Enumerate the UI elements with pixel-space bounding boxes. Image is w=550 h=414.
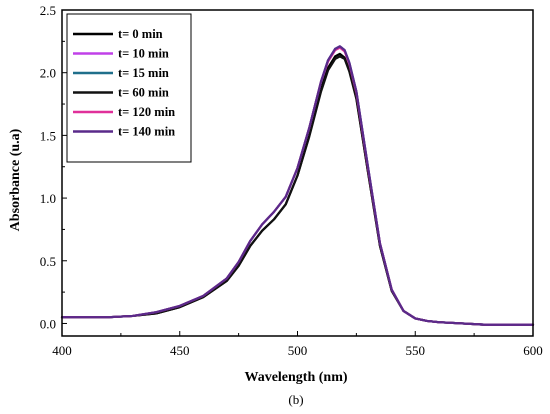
y-tick-label-0: 0.0: [40, 316, 56, 331]
legend-label-5: t= 140 min: [118, 125, 175, 139]
y-tick-label-2: 1.0: [40, 191, 56, 206]
x-tick-label-4: 600: [523, 343, 543, 358]
legend-label-4: t= 120 min: [118, 105, 175, 119]
x-tick-label-1: 450: [170, 343, 190, 358]
x-tick-label-0: 400: [52, 343, 72, 358]
legend-label-1: t= 10 min: [118, 47, 169, 61]
y-axis-title: Absorbance (u.a): [8, 128, 23, 231]
series-line-5: [60, 45, 535, 326]
legend-box: [66, 13, 192, 163]
legend-label-2: t= 15 min: [118, 66, 169, 80]
y-tick-label-5: 2.5: [40, 3, 56, 18]
legend-label-0: t= 0 min: [118, 27, 163, 41]
series-layer: [60, 45, 535, 326]
figure-caption: (b): [288, 392, 303, 407]
x-tick-label-2: 500: [288, 343, 308, 358]
y-tick-label-1: 0.5: [40, 254, 56, 269]
axes: 400 450 500 550 600 0.0 0.5 1.0 1.5 2.0 2.5: [40, 3, 543, 358]
y-tick-label-3: 1.5: [40, 128, 56, 143]
legend-label-3: t= 60 min: [118, 86, 169, 100]
x-tick-label-3: 550: [406, 343, 426, 358]
legend: t= 0 min t= 10 min t= 15 min t= 60 min t= 12…: [66, 13, 192, 163]
y-tick-label-4: 2.0: [40, 66, 56, 81]
x-axis-title: Wavelength (nm): [244, 370, 347, 385]
